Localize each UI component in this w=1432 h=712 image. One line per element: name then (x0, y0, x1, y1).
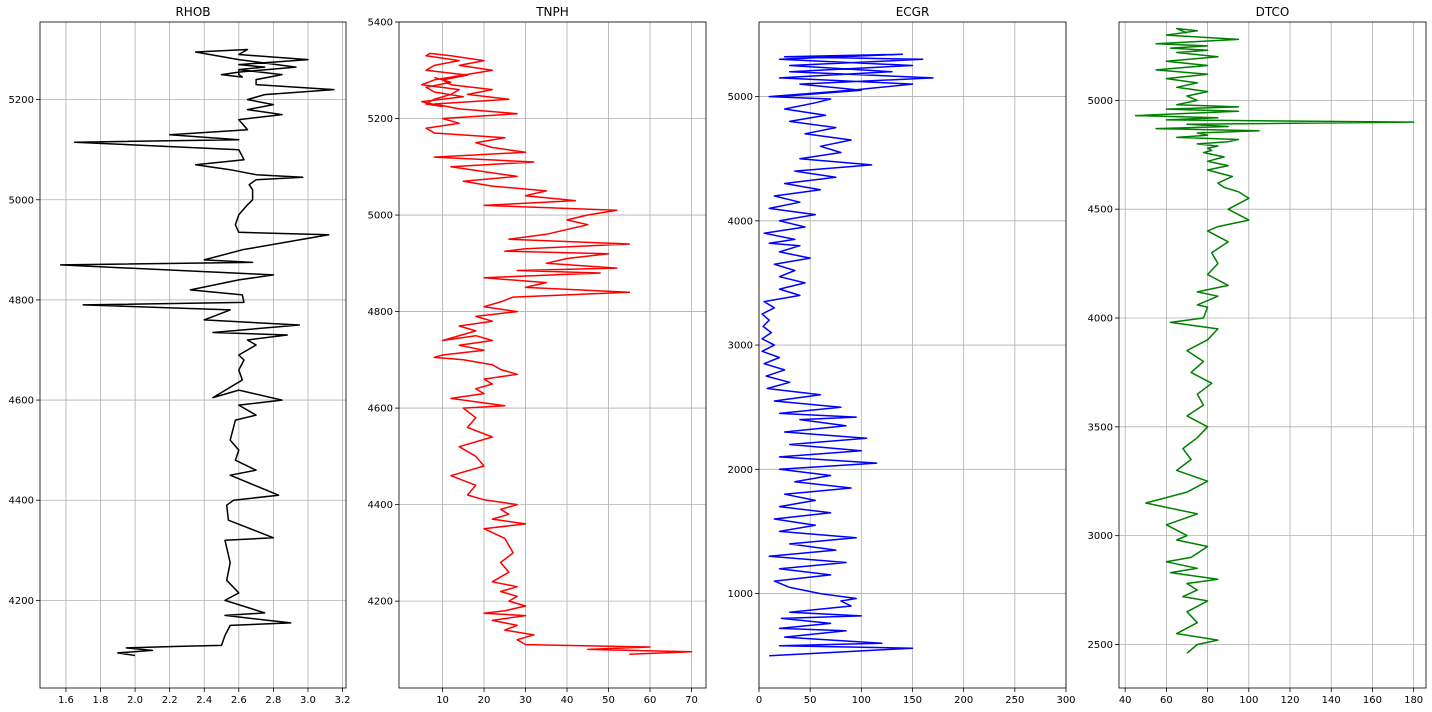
rhob-title: RHOB (175, 5, 210, 19)
tnph-ytick-label: 4600 (368, 404, 393, 415)
tnph-panel: TNPH 10 20 30 40 50 60 70 4200 4400 4600 4800 5000 52… (368, 5, 707, 706)
ecgr-title: ECGR (896, 5, 930, 19)
rhob-ytick-label: 5000 (9, 195, 34, 206)
tnph-ytick-label: 5200 (368, 114, 393, 125)
rhob-xtick-label: 2.8 (265, 695, 281, 706)
ecgr-xtick-label: 50 (804, 695, 817, 706)
tnph-xtick-label: 10 (436, 695, 449, 706)
dtco-xtick-label: 40 (1119, 695, 1132, 706)
ecgr-xtick-label: 300 (1056, 695, 1075, 706)
dtco-ytick-label: 4500 (1088, 205, 1113, 216)
dtco-xtick-label: 120 (1280, 695, 1299, 706)
tnph-xtick-label: 20 (478, 695, 491, 706)
ecgr-ytick-label: 2000 (728, 465, 753, 476)
dtco-title: DTCO (1256, 5, 1290, 19)
dtco-xtick-label: 80 (1201, 695, 1214, 706)
tnph-title: TNPH (535, 5, 569, 19)
rhob-xtick-label: 1.6 (58, 695, 74, 706)
rhob-ytick-label: 4600 (9, 396, 34, 407)
dtco-xtick-label: 140 (1322, 695, 1341, 706)
tnph-ytick-label: 4200 (368, 597, 393, 608)
ecgr-xtick-label: 100 (852, 695, 871, 706)
ecgr-xtick-label: 250 (1005, 695, 1024, 706)
rhob-xtick-label: 3.2 (335, 695, 351, 706)
rhob-xtick-label: 2.2 (162, 695, 178, 706)
rhob-xtick-label: 3.0 (300, 695, 316, 706)
tnph-ytick-label: 5000 (368, 211, 393, 222)
dtco-xtick-label: 60 (1160, 695, 1173, 706)
dtco-ytick-label: 2500 (1088, 640, 1113, 651)
rhob-ytick-label: 4200 (9, 596, 34, 607)
tnph-xtick-label: 70 (685, 695, 698, 706)
rhob-xtick-label: 2.0 (127, 695, 143, 706)
rhob-xtick-label: 1.8 (93, 695, 109, 706)
tnph-ytick-label: 4400 (368, 500, 393, 511)
rhob-panel: RHOB 1.6 1.8 2.0 2.2 2.4 2.6 2.8 3.0 3.2 4200 4400 4… (9, 5, 351, 706)
dtco-ytick-label: 3500 (1088, 422, 1113, 433)
rhob-ytick-label: 5200 (9, 95, 34, 106)
ecgr-ytick-label: 5000 (728, 92, 753, 103)
rhob-xtick-label: 2.6 (231, 695, 247, 706)
dtco-ytick-label: 5000 (1088, 96, 1113, 107)
dtco-axes-frame (1118, 21, 1427, 689)
ecgr-xtick-label: 200 (954, 695, 973, 706)
rhob-curve (59, 48, 335, 657)
tnph-axes-frame (398, 21, 707, 689)
tnph-curve (421, 52, 693, 655)
dtco-panel: DTCO 40 60 80 100 120 140 160 180 2500 3000 3500 400… (1088, 5, 1427, 706)
dtco-ytick-label: 4000 (1088, 314, 1113, 325)
rhob-xtick-label: 2.4 (196, 695, 212, 706)
ecgr-ytick-label: 3000 (728, 341, 753, 352)
ecgr-ytick-label: 4000 (728, 216, 753, 227)
tnph-ytick-label: 4800 (368, 307, 393, 318)
ecgr-xtick-label: 0 (756, 695, 762, 706)
ecgr-panel: ECGR 0 50 100 150 200 250 300 1000 2000 3000 4000 50… (728, 5, 1076, 706)
dtco-curve (1134, 27, 1415, 654)
tnph-xtick-label: 50 (602, 695, 615, 706)
ecgr-xtick-label: 150 (903, 695, 922, 706)
tnph-xtick-label: 40 (561, 695, 574, 706)
rhob-ytick-label: 4800 (9, 295, 34, 306)
ecgr-curve (761, 53, 934, 657)
rhob-axes-frame (39, 21, 347, 689)
tnph-xtick-label: 60 (644, 695, 657, 706)
rhob-ytick-label: 4400 (9, 496, 34, 507)
dtco-ytick-label: 3000 (1088, 531, 1113, 542)
tnph-ytick-label: 5400 (368, 18, 393, 29)
dtco-xtick-label: 180 (1404, 695, 1423, 706)
dtco-xtick-label: 100 (1239, 695, 1258, 706)
tnph-xtick-label: 30 (519, 695, 532, 706)
ecgr-ytick-label: 1000 (728, 589, 753, 600)
dtco-xtick-label: 160 (1363, 695, 1382, 706)
